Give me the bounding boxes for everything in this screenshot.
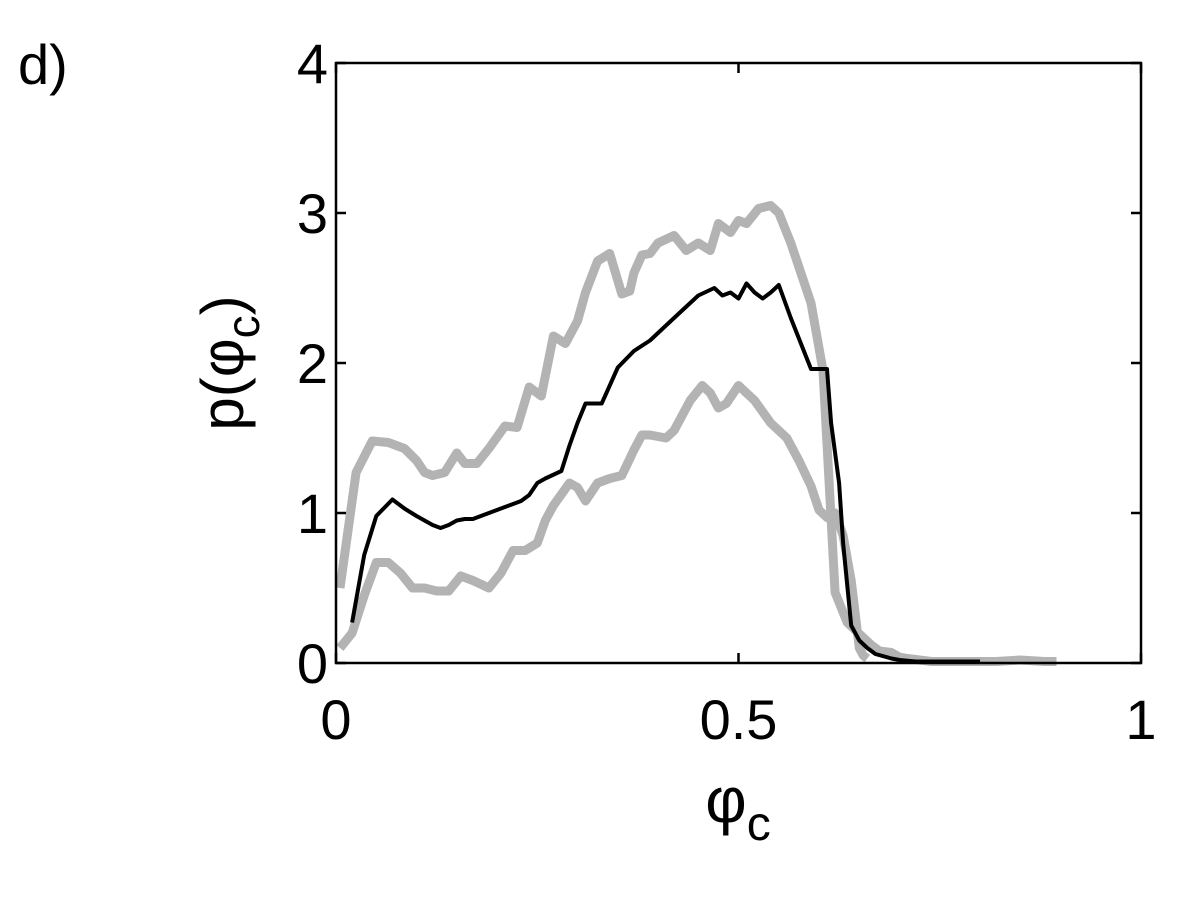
x-tick-label: 0 bbox=[320, 688, 351, 751]
y-tick-label: 2 bbox=[297, 332, 328, 395]
panel-label: d) bbox=[18, 33, 68, 96]
series-line-lower bbox=[336, 381, 870, 663]
x-axis-label-symbol: φ bbox=[705, 764, 747, 836]
y-tick-label: 4 bbox=[297, 32, 328, 95]
x-axis-label-sub: c bbox=[747, 798, 771, 851]
y-axis-label-sub: c bbox=[217, 315, 269, 338]
tick-layer: 0 0.5 1 0 1 2 3 4 bbox=[297, 32, 1157, 751]
y-tick-label: 0 bbox=[297, 632, 328, 695]
x-tick-label: 1 bbox=[1125, 688, 1156, 751]
x-axis-label: φc bbox=[705, 764, 771, 851]
series-layer bbox=[335, 201, 1057, 666]
y-axis-label-suffix: ) bbox=[189, 295, 256, 315]
y-axis-label: p(φc) bbox=[189, 295, 269, 430]
y-axis-label-prefix: p( bbox=[189, 377, 256, 430]
axes-frame bbox=[334, 61, 1143, 665]
plot-area: 0 0.5 1 0 1 2 3 4 bbox=[297, 32, 1157, 751]
y-axis-label-symbol: φ bbox=[189, 338, 256, 377]
y-tick-label: 1 bbox=[297, 482, 328, 545]
y-tick-label: 3 bbox=[297, 182, 328, 245]
x-tick-label: 0.5 bbox=[700, 688, 778, 751]
series-line-upper bbox=[335, 201, 1057, 666]
series-line-mean bbox=[350, 281, 980, 664]
